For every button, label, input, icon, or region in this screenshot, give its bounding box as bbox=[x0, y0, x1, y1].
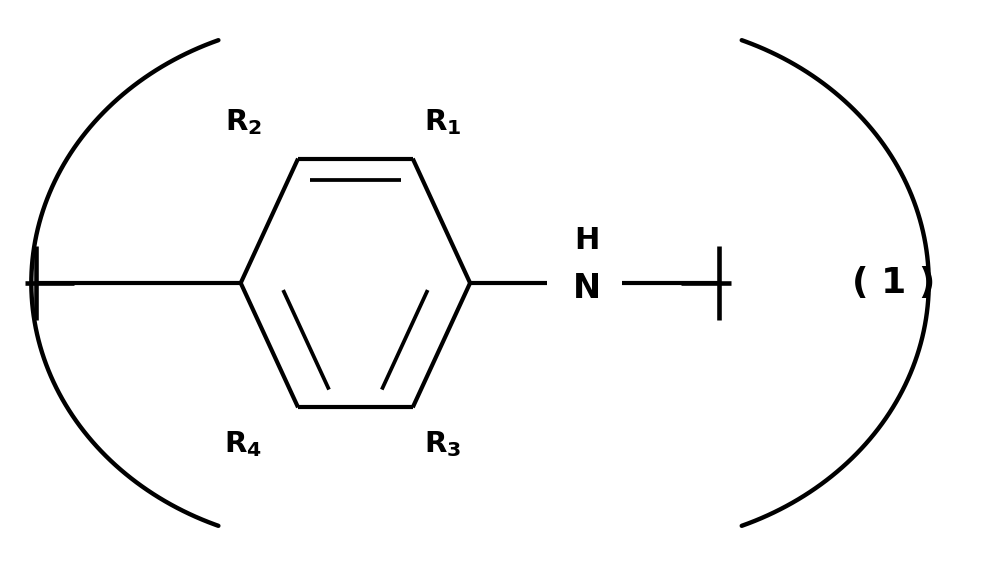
Text: N: N bbox=[573, 272, 601, 305]
Text: $\mathbf{R_4}$: $\mathbf{R_4}$ bbox=[224, 429, 262, 459]
Text: $\mathbf{R_2}$: $\mathbf{R_2}$ bbox=[225, 107, 262, 137]
Text: ( 1 ): ( 1 ) bbox=[852, 266, 936, 300]
Text: $\mathbf{R_3}$: $\mathbf{R_3}$ bbox=[424, 429, 461, 459]
Text: $\mathbf{R_1}$: $\mathbf{R_1}$ bbox=[424, 107, 461, 137]
Text: H: H bbox=[574, 226, 599, 255]
